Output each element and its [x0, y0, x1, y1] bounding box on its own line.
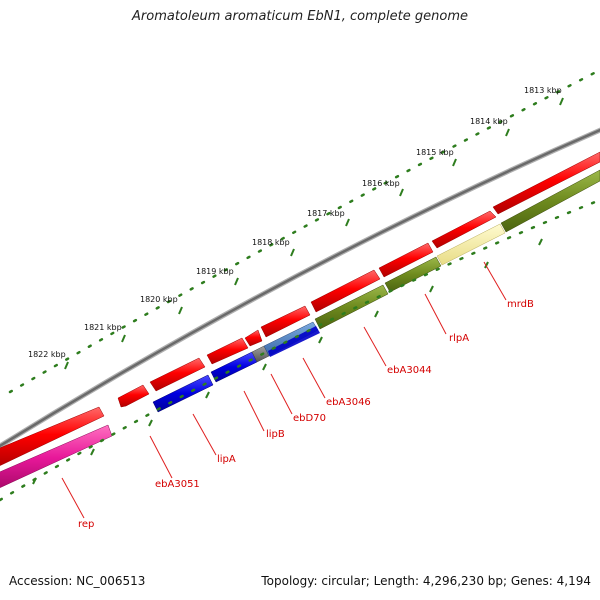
genome-summary: Topology: circular; Length: 4,296,230 bp… — [261, 574, 591, 588]
cds-feature — [378, 242, 434, 278]
ruler-major-tick — [121, 334, 126, 343]
cds-feature — [0, 406, 105, 466]
cds-feature — [149, 357, 206, 392]
ruler-major-tick — [64, 361, 69, 370]
cds-feature — [244, 329, 263, 347]
ruler-tick-label: 1817 kbp — [307, 209, 345, 218]
gene-label-eba3051: ebA3051 — [155, 479, 200, 490]
ruler-major-tick — [290, 248, 295, 257]
gene-label-rep: rep — [78, 519, 94, 530]
gene-feature-olive — [500, 169, 600, 233]
gene-label-eba3044: ebA3044 — [387, 365, 432, 376]
ruler-ticks: 1813 kbp 1814 kbp 1815 kbp 1816 kbp 1817 kbp… — [28, 86, 564, 370]
gene-feature-olive — [384, 256, 442, 293]
ruler-tick-label: 1815 kbp — [416, 148, 454, 157]
gene-feature-yellow — [436, 223, 506, 266]
gene-label-lipa: lipA — [217, 454, 236, 465]
ruler-major-tick — [399, 188, 404, 197]
genome-backbone — [0, 127, 600, 449]
ruler-tick-label: 1820 kbp — [140, 295, 178, 304]
page-title: Aromatoleum aromaticum EbN1, complete ge… — [132, 9, 468, 24]
ruler-tick-label: 1814 kbp — [470, 117, 508, 126]
ruler-major-tick — [345, 218, 350, 227]
cds-track — [0, 151, 600, 466]
ruler-tick-label: 1813 kbp — [524, 86, 562, 95]
ruler-major-tick — [452, 158, 457, 167]
gene-label-mrdb: mrdB — [507, 299, 534, 310]
gene-feature-blue — [152, 374, 214, 413]
ruler-major-tick — [178, 306, 183, 315]
ruler-tick-label: 1819 kbp — [196, 267, 234, 276]
cds-feature — [492, 151, 600, 215]
genome-backbone-core — [0, 128, 600, 448]
ruler-inner-dots — [0, 198, 600, 502]
gene-label-leaders — [61, 261, 507, 519]
ruler-inner-ticks — [32, 238, 543, 485]
cds-feature — [117, 384, 150, 408]
ruler-major-tick — [234, 277, 239, 286]
cds-feature — [206, 337, 249, 365]
accession-text: Accession: NC_006513 — [9, 574, 146, 588]
cds-feature — [260, 305, 311, 338]
ruler-tick-label: 1821 kbp — [84, 323, 122, 332]
gene-label-ebd70: ebD70 — [293, 413, 326, 424]
ruler-tick-label: 1822 kbp — [28, 350, 66, 359]
ruler-tick-label: 1818 kbp — [252, 238, 290, 247]
gene-feature-blue — [268, 326, 320, 357]
cds-feature — [310, 269, 381, 313]
gene-feature-pink — [0, 424, 113, 488]
gene-label-eba3046: ebA3046 — [326, 397, 371, 408]
ruler-major-tick — [505, 128, 510, 137]
ruler-tick-label: 1816 kbp — [362, 179, 400, 188]
ruler-outer-dots — [8, 68, 600, 394]
gene-label-lipb: lipB — [266, 429, 285, 440]
gene-label-rlpa: rlpA — [449, 333, 469, 344]
ruler-major-tick — [559, 97, 564, 106]
cds-feature — [431, 210, 497, 249]
